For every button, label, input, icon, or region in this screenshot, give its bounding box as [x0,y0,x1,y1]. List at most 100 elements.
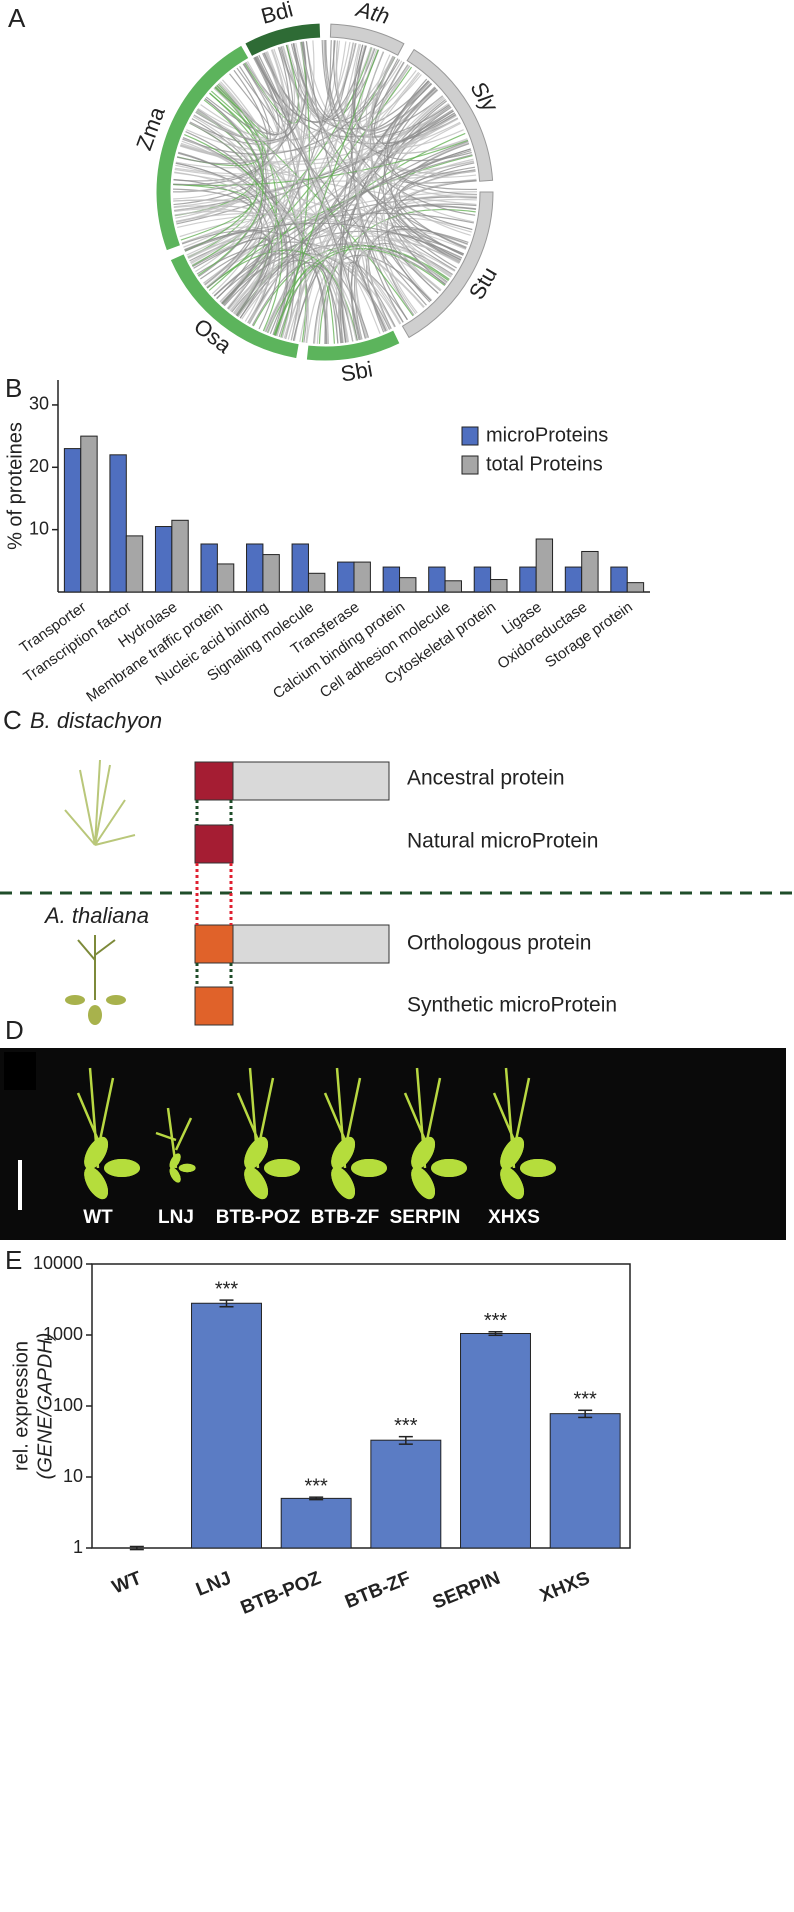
chord [197,55,394,141]
chord [175,164,357,341]
chord [256,54,293,125]
chord [180,106,452,163]
error-bar [578,1409,593,1419]
y-tick-label: 1000 [43,1324,83,1344]
chord [244,44,300,124]
chord [200,196,477,280]
x-tick-label: XHXS [537,1568,593,1607]
chord [277,47,476,174]
chord [300,41,396,122]
chord [193,237,270,310]
chord [299,41,441,292]
chord [236,67,427,306]
chord [356,56,395,332]
y-tick-label: 10 [29,518,49,538]
chord [174,110,454,212]
chord [196,82,268,146]
bar [473,566,492,593]
protein-label: Synthetic microProtein [407,994,617,1017]
chord [175,41,351,219]
chord [174,171,292,338]
plant-leaf [331,1166,356,1200]
panel-label: C [3,705,22,735]
domain-box [194,924,234,964]
bar [171,519,189,593]
chord [340,58,399,343]
bar [109,454,127,593]
chord [204,40,315,286]
chord [184,133,283,332]
chord [398,166,476,231]
plant-leaf [411,1136,436,1170]
protein-label: Ancestral protein [407,767,565,790]
error-bar [219,1299,234,1308]
circos-arc [329,23,405,56]
bar [307,572,326,593]
chord [375,100,448,316]
y-tick-label: 1 [73,1537,83,1557]
domain-box [194,761,234,801]
chord [365,51,468,154]
plant-leaf [500,1136,525,1170]
chord [179,218,256,265]
y-tick-label: 20 [29,456,49,476]
plant-leaf [431,1159,467,1177]
bar [610,566,628,593]
chord [254,56,303,341]
chord [374,246,442,316]
chord [350,143,470,341]
x-tick-label: SERPIN [430,1568,503,1614]
plant-leaf [351,1159,387,1177]
circos-arc [156,45,249,251]
plant-leaf [264,1159,300,1177]
bar [460,1332,531,1549]
bar [382,566,401,593]
chord [184,222,463,259]
plant-leaf [331,1136,356,1170]
chord [209,92,414,317]
bar [353,561,371,593]
error-bar [129,1545,144,1551]
bar [444,580,462,593]
circos-arc [170,254,299,359]
chord [254,56,387,332]
bar [490,579,508,593]
x-tick-label: BTB-POZ [238,1568,325,1619]
bar [262,554,280,593]
diagram: B. distachyon A. thaliana Ancestral prot… [0,708,794,1026]
chord [193,46,372,143]
chord [221,148,471,304]
circos-label: Sbi [339,356,375,386]
y-tick-label: 100 [53,1395,83,1415]
protein-body [232,761,390,801]
chord [213,52,286,134]
chord [390,114,457,155]
x-tick-label: LNJ [193,1568,234,1601]
plot-frame [91,1263,631,1549]
protein-label: Natural microProtein [407,830,598,853]
chord [341,261,402,343]
bar [216,563,235,593]
photo-label: LNJ [158,1207,194,1228]
chord [290,43,360,341]
plant-leaf [244,1166,269,1200]
bar [200,543,218,593]
photo-labels: WT LNJ BTB-POZ BTB-ZF SERPIN XHXS [83,1207,540,1228]
legend-swatch [461,455,479,475]
chords [172,39,478,345]
chord [205,46,294,136]
chord [173,183,252,241]
bar [291,543,309,593]
bar [246,543,264,593]
chord [274,49,379,336]
chord [251,262,354,342]
chord [192,238,273,316]
domain-box [194,824,234,864]
plant-leaf [84,1136,109,1170]
bar [191,1302,262,1549]
panel-label: A [8,3,26,33]
y-tick-label: 10 [63,1466,83,1486]
plant-leaf [411,1166,436,1200]
y-axis-label: % of proteines [4,422,26,550]
chord [387,82,477,190]
